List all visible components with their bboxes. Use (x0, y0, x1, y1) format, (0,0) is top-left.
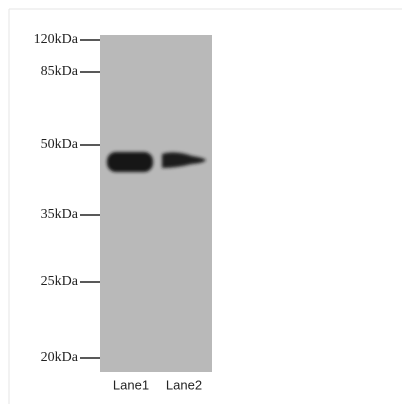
marker-label: 20kDa (41, 350, 79, 365)
bands (107, 152, 206, 172)
band-lane1 (107, 152, 153, 172)
marker-label: 85kDa (41, 64, 79, 79)
marker-label: 50kDa (41, 137, 79, 152)
band-lane2 (162, 152, 206, 168)
lane-label: Lane2 (166, 377, 202, 392)
blot-membrane (100, 35, 212, 372)
marker-label: 35kDa (41, 207, 79, 222)
marker-label: 25kDa (41, 274, 79, 289)
marker-ladder: 120kDa 85kDa 50kDa 35kDa 25kDa 20kDa (34, 32, 100, 365)
marker-label: 120kDa (34, 32, 79, 47)
lane-label: Lane1 (113, 377, 149, 392)
